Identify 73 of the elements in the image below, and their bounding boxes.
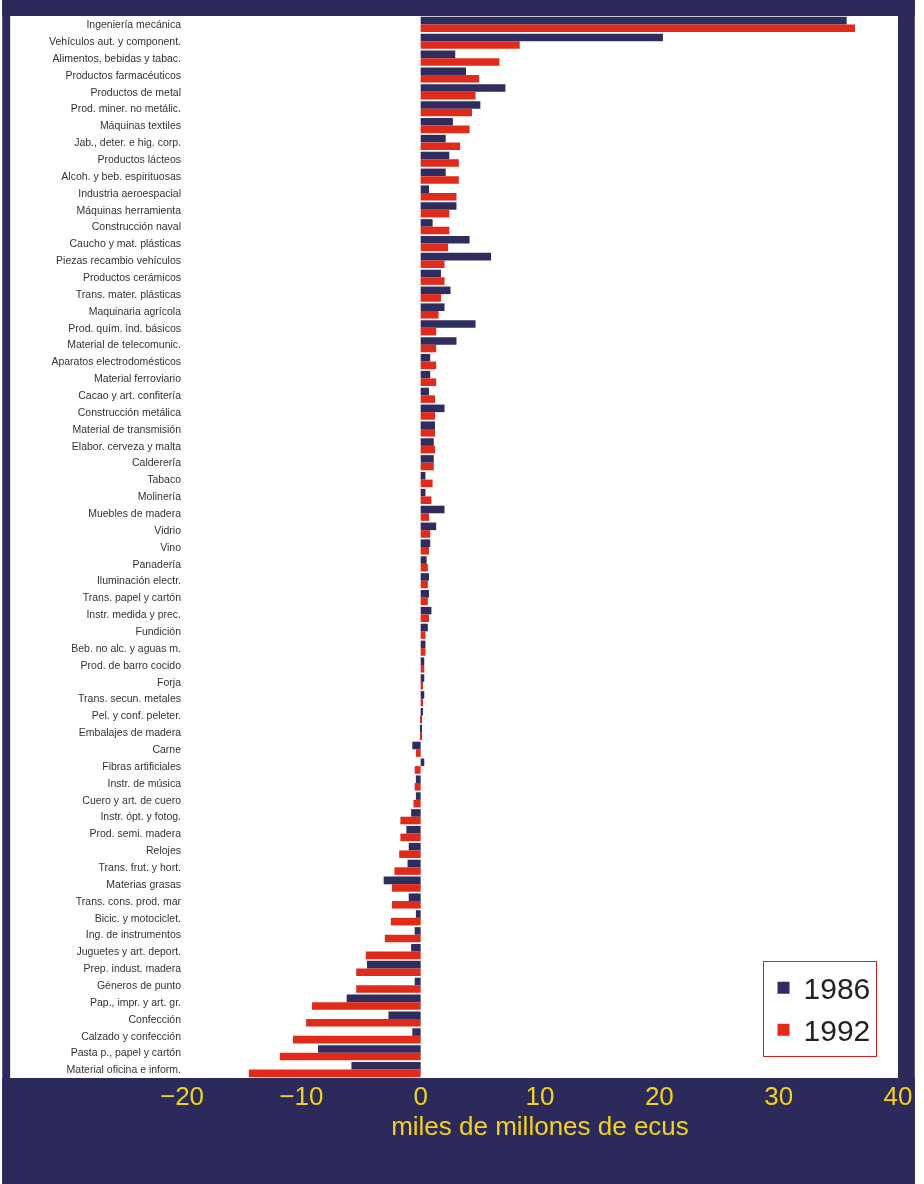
y-tick-label: Juguetes y art. deport.	[76, 945, 181, 958]
y-tick-label: Prod. miner. no metálic.	[70, 102, 181, 115]
y-tick-label: Material ferroviario	[94, 372, 182, 385]
y-tick-label: Iluminación electr.	[96, 574, 181, 587]
y-tick-label: Prod. quím. ind. básicos	[68, 321, 181, 334]
legend-label: 1992	[803, 1014, 871, 1048]
y-tick-label: Pel. y conf. peleter.	[91, 709, 181, 722]
x-tick-label: −20	[159, 1081, 205, 1111]
y-tick-label: Material de transmisión	[72, 422, 182, 435]
x-tick-label: 40	[883, 1081, 913, 1111]
y-tick-label: Trans. papel y cartón	[82, 591, 182, 604]
x-tick-label: 10	[525, 1081, 555, 1111]
y-tick-label: Aparatos electrodomésticos	[51, 355, 181, 368]
y-tick-label: Piezas recambio vehículos	[56, 254, 181, 267]
y-tick-label: Maquinaria agrícola	[88, 304, 182, 317]
y-tick-label: Prod. semi. madera	[89, 827, 182, 840]
y-tick-label: Fundición	[135, 624, 182, 637]
y-tick-label: Construcción metálica	[77, 405, 182, 418]
y-tick-label: Elabor. cerveza y malta	[71, 439, 182, 452]
y-tick-label: Alimentos, bebidas y tabac.	[52, 51, 181, 64]
y-tick-label: Confección	[128, 1012, 182, 1025]
y-tick-label: Fibras artificiales	[102, 759, 181, 772]
y-tick-label: Molinería	[137, 490, 182, 503]
x-tick-label: 0	[413, 1081, 428, 1111]
y-tick-label: Pasta p., papel y cartón	[70, 1046, 182, 1059]
y-tick-label: Calderería	[131, 456, 182, 469]
y-tick-label: Máquinas textiles	[99, 119, 181, 132]
y-tick-label: Muebles de madera	[88, 506, 182, 519]
y-tick-label: Instr. ópt. y fotog.	[100, 810, 181, 823]
y-tick-label: Máquinas herramienta	[76, 203, 182, 216]
y-tick-label: Relojes	[145, 844, 181, 857]
y-tick-label: Cacao y art. confitería	[78, 388, 182, 401]
y-tick-label: Industria aeroespacial	[78, 186, 181, 199]
y-tick-label: Cuero y art. de cuero	[82, 793, 182, 806]
y-tick-label: Vino	[160, 540, 182, 553]
y-tick-label: Pap., impr. y art. gr.	[89, 995, 181, 1008]
y-tick-label: Embalajes de madera	[78, 726, 182, 739]
y-tick-label: Productos de metal	[90, 85, 181, 98]
y-tick-label: Prod. de barro cocido	[80, 658, 182, 671]
y-tick-label: Instr. medida y prec.	[86, 608, 181, 621]
y-tick-label: Construcción naval	[91, 220, 181, 233]
y-tick-label: Panadería	[132, 557, 182, 570]
x-tick-label: 20	[644, 1081, 674, 1111]
y-tick-label: Trans. secun. metales	[78, 692, 181, 705]
y-tick-label: Beb. no alc. y aguas m.	[71, 641, 181, 654]
y-tick-label: Materias grasas	[106, 877, 181, 890]
y-tick-label: Vehículos aut. y component.	[49, 34, 181, 47]
y-tick-label: Alcoh. y beb. espirituosas	[61, 169, 181, 182]
y-tick-label: Tabaco	[147, 473, 182, 486]
y-tick-label: Productos cerámicos	[82, 270, 181, 283]
y-tick-label: Ingeniería mecánica	[86, 18, 182, 31]
y-tick-label: Carne	[152, 742, 182, 755]
y-tick-label: Instr. de música	[107, 776, 182, 789]
y-tick-label: Prep. indust. madera	[83, 962, 182, 975]
y-tick-label: Trans. cons. prod. mar	[75, 894, 182, 907]
y-tick-label: Forja	[157, 675, 182, 688]
y-tick-label: Material de telecomunic.	[67, 338, 181, 351]
y-tick-label: Caucho y mat. plásticas	[69, 237, 181, 250]
x-axis-title: miles de millones de ecus	[391, 1111, 689, 1141]
legend-label: 1986	[803, 972, 871, 1006]
y-tick-label: Ing. de instrumentos	[85, 928, 181, 941]
y-tick-label: Material oficina e inform.	[66, 1063, 181, 1076]
y-tick-label: Vidrio	[154, 523, 182, 536]
y-tick-label: Bicic. y motociclet.	[94, 911, 181, 924]
x-tick-label: 30	[764, 1081, 794, 1111]
y-tick-label: Jab., deter. e hig. corp.	[74, 136, 181, 149]
y-tick-label: Géneros de punto	[96, 978, 182, 991]
y-tick-label: Trans. mater. plásticas	[75, 287, 181, 300]
y-tick-label: Calzado y confección	[81, 1029, 182, 1042]
y-tick-label: Productos lácteos	[97, 152, 181, 165]
y-tick-label: Trans. frut. y hort.	[98, 860, 181, 873]
x-tick-label: −10	[279, 1081, 324, 1111]
y-tick-label: Productos farmacéuticos	[65, 68, 181, 81]
